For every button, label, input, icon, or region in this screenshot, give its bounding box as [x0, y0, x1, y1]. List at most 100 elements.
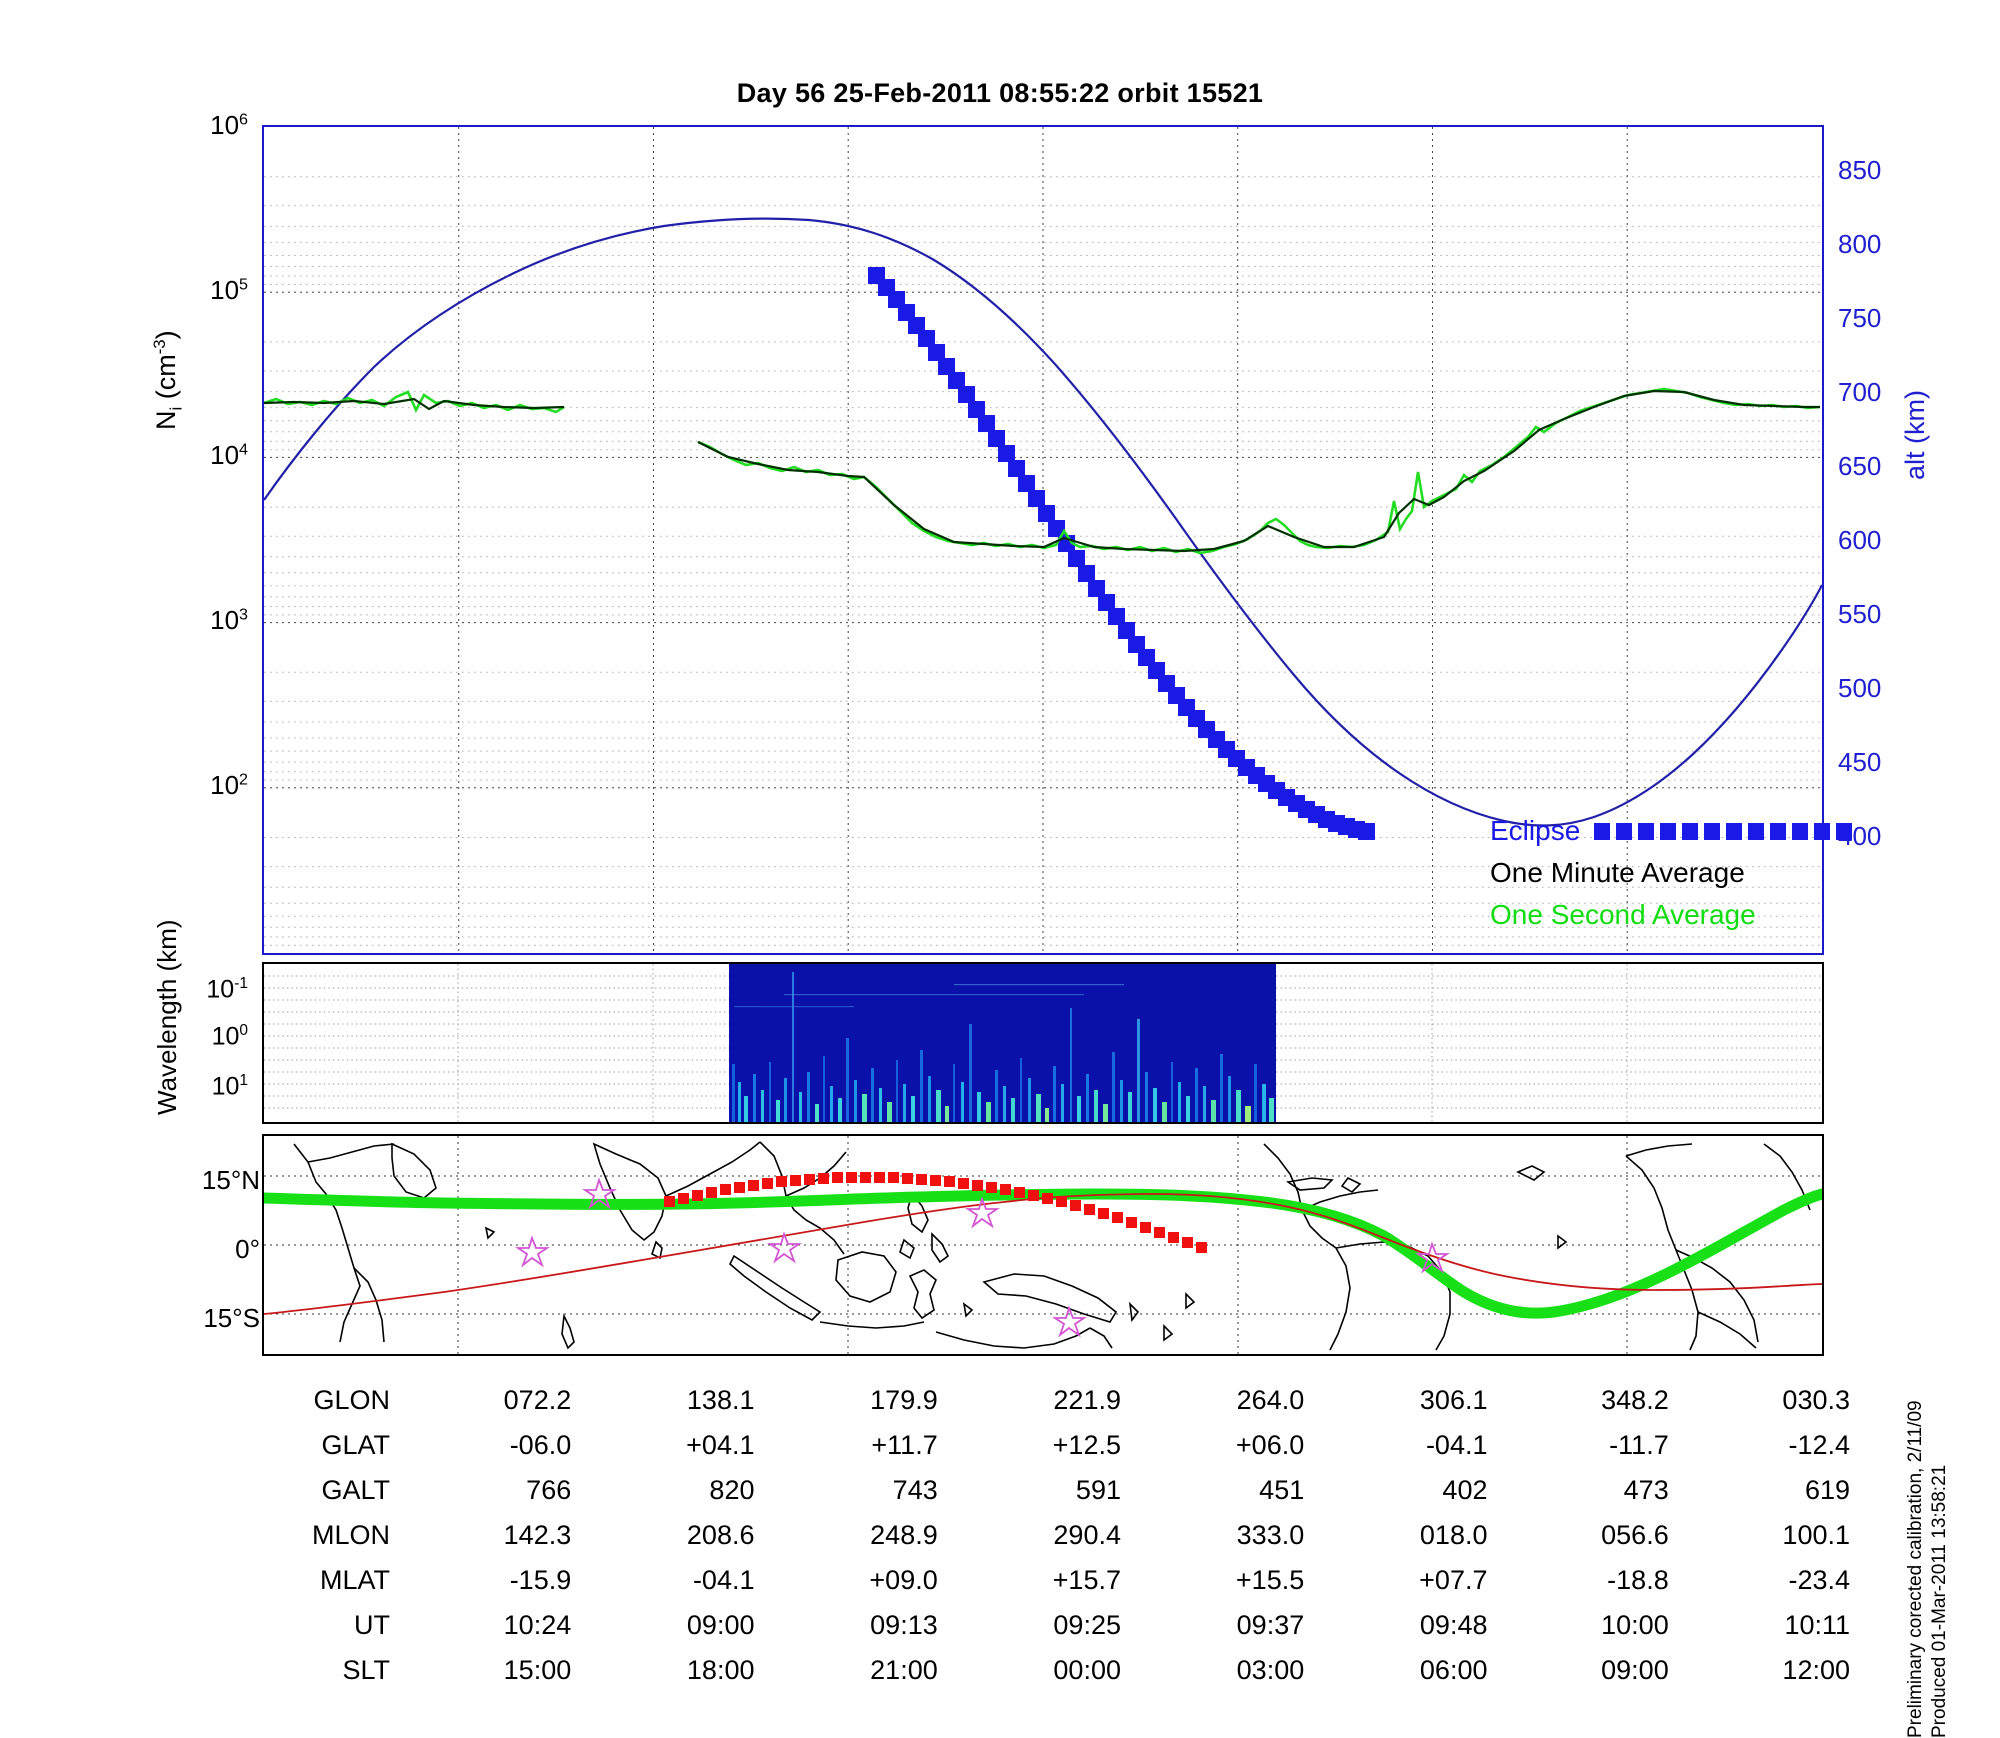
- row-label-glat: GLAT: [321, 1430, 390, 1460]
- cell-glon-3: 221.9: [1053, 1385, 1121, 1415]
- row-label-glon: GLON: [313, 1385, 390, 1415]
- map-tick-0: 0°: [235, 1234, 260, 1264]
- vertical-gridlines: [458, 127, 1628, 953]
- cell-glat-5: -04.1: [1425, 1430, 1488, 1460]
- cell-glon-1: 138.1: [686, 1385, 755, 1415]
- cell-mlon-4: 333.0: [1236, 1520, 1305, 1550]
- ytick-left-1e5: 105: [210, 275, 248, 305]
- ytick-left-1e2: 102: [210, 770, 248, 800]
- cell-slt-2: 21:00: [870, 1655, 938, 1685]
- page-title: Day 56 25-Feb-2011 08:55:22 orbit 15521: [736, 78, 1264, 108]
- row-label-slt: SLT: [342, 1655, 390, 1685]
- cell-glat-6: -11.7: [1609, 1430, 1669, 1460]
- ytick-right-450: 450: [1838, 747, 1882, 777]
- ytick-right-550: 550: [1838, 599, 1882, 629]
- cell-glat-3: +12.5: [1052, 1430, 1121, 1460]
- map-gridlines: [264, 1136, 1822, 1354]
- ytick-right-850: 850: [1838, 155, 1882, 185]
- cell-glon-7: 030.3: [1782, 1385, 1850, 1415]
- cell-glat-7: -12.4: [1788, 1430, 1850, 1460]
- cell-slt-5: 06:00: [1419, 1655, 1488, 1685]
- table-row: GALT 766 820 743 591 451 402 473 619: [150, 1468, 1850, 1513]
- legend-label-one-second-average: One Second Average: [1490, 899, 1756, 930]
- row-label-galt: GALT: [321, 1475, 390, 1505]
- legend-label-one-minute-average: One Minute Average: [1490, 857, 1745, 888]
- spectrogram-svg: [264, 964, 1822, 1122]
- wtick-1e0: 100: [211, 1022, 248, 1051]
- cell-ut-6: 10:00: [1601, 1610, 1669, 1640]
- legend-item-one-minute-average: One Minute Average: [1490, 852, 1820, 894]
- spectrogram-grid: [264, 964, 1822, 1122]
- ytick-right-750: 750: [1838, 303, 1882, 333]
- altitude-curve: [264, 217, 1822, 827]
- table-row: GLON 072.2 138.1 179.9 221.9 264.0 306.1…: [150, 1378, 1850, 1423]
- cell-mlat-0: -15.9: [509, 1565, 572, 1595]
- row-label-mlon: MLON: [311, 1520, 390, 1550]
- cell-ut-3: 09:25: [1053, 1610, 1121, 1640]
- table-row: UT 10:24 09:00 09:13 09:25 09:37 09:48 1…: [150, 1603, 1850, 1648]
- cell-mlat-5: +07.7: [1419, 1565, 1488, 1595]
- ytick-right-500: 500: [1838, 673, 1882, 703]
- cell-glon-5: 306.1: [1419, 1385, 1488, 1415]
- cell-mlon-5: 018.0: [1419, 1520, 1488, 1550]
- cell-mlat-4: +15.5: [1235, 1565, 1305, 1595]
- cell-mlon-3: 290.4: [1053, 1520, 1121, 1550]
- cell-glon-6: 348.2: [1601, 1385, 1669, 1415]
- row-label-mlat: MLAT: [319, 1565, 390, 1595]
- cell-galt-5: 402: [1442, 1475, 1488, 1505]
- table-body: GLON 072.2 138.1 179.9 221.9 264.0 306.1…: [150, 1378, 1850, 1693]
- magnetic-equator-line: [264, 1188, 1822, 1319]
- ytick-right-650: 650: [1838, 451, 1882, 481]
- map-tick-15S: 15°S: [203, 1303, 260, 1333]
- calibration-note-line2: Produced 01-Mar-2011 13:58:21: [1929, 1464, 1950, 1738]
- ytick-right-800: 800: [1838, 229, 1882, 259]
- cell-mlon-1: 208.6: [686, 1520, 755, 1550]
- legend-item-eclipse: Eclipse: [1490, 810, 1853, 852]
- spectrogram-data: [729, 964, 1276, 1122]
- main-plot-svg: [264, 127, 1822, 953]
- y-axis-label-right: alt (km): [1900, 390, 1930, 480]
- cell-galt-7: 619: [1804, 1475, 1850, 1505]
- cell-mlat-1: -04.1: [692, 1565, 755, 1595]
- cell-glat-4: +06.0: [1235, 1430, 1305, 1460]
- table-row: GLAT -06.0 +04.1 +11.7 +12.5 +06.0 -04.1…: [150, 1423, 1850, 1468]
- ytick-left-1e6: 106: [210, 110, 248, 140]
- table-row: SLT 15:00 18:00 21:00 00:00 03:00 06:00 …: [150, 1648, 1850, 1693]
- cell-mlon-6: 056.6: [1601, 1520, 1669, 1550]
- wtick-1e1: 101: [211, 1072, 248, 1101]
- cell-glon-2: 179.9: [870, 1385, 938, 1415]
- one-second-average-curve: [264, 387, 1821, 555]
- cell-mlon-0: 142.3: [503, 1520, 572, 1550]
- map-tick-15N: 15°N: [201, 1165, 260, 1195]
- cell-mlat-2: +09.0: [869, 1565, 938, 1595]
- cell-ut-0: 10:24: [503, 1610, 572, 1640]
- row-label-ut: UT: [354, 1610, 390, 1640]
- ytick-left-1e3: 103: [210, 605, 248, 635]
- cell-glat-1: +04.1: [686, 1430, 755, 1460]
- one-minute-average-curve: [264, 389, 1820, 553]
- eclipse-track-markers: [664, 1172, 1207, 1253]
- cell-ut-1: 09:00: [686, 1610, 755, 1640]
- cell-mlon-7: 100.1: [1782, 1520, 1850, 1550]
- cell-glon-0: 072.2: [503, 1385, 572, 1415]
- eclipse-swatch-icon: [1594, 822, 1853, 840]
- cell-galt-2: 743: [892, 1475, 938, 1505]
- cell-ut-5: 09:48: [1419, 1610, 1488, 1640]
- wtick-1e-1: 10-1: [206, 975, 248, 1004]
- cell-slt-4: 03:00: [1236, 1655, 1305, 1685]
- cell-mlat-6: -18.8: [1607, 1565, 1669, 1595]
- cell-galt-6: 473: [1623, 1475, 1669, 1505]
- cell-mlat-3: +15.7: [1052, 1565, 1121, 1595]
- cell-ut-2: 09:13: [870, 1610, 938, 1640]
- cell-slt-6: 09:00: [1601, 1655, 1669, 1685]
- legend-item-one-second-average: One Second Average: [1490, 894, 1820, 936]
- cell-galt-0: 766: [526, 1475, 572, 1505]
- cell-slt-7: 12:00: [1782, 1655, 1850, 1685]
- cell-mlat-7: -23.4: [1788, 1565, 1850, 1595]
- legend: Eclipse One Minute Average One Second Av…: [1490, 810, 1853, 936]
- cell-glon-4: 264.0: [1236, 1385, 1305, 1415]
- major-gridlines: [264, 291, 1822, 789]
- cell-slt-0: 15:00: [503, 1655, 572, 1685]
- star-markers: [515, 1177, 1450, 1338]
- wavelength-spectrogram-panel: [262, 962, 1824, 1124]
